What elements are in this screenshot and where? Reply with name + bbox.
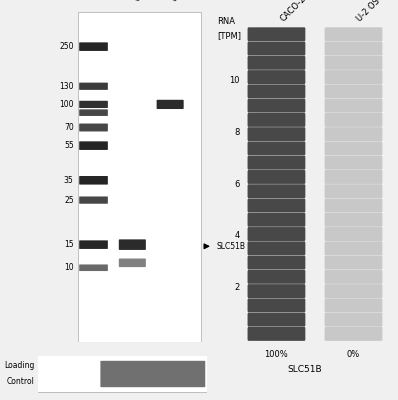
FancyBboxPatch shape: [79, 109, 108, 116]
Text: SLC51B: SLC51B: [217, 242, 246, 251]
FancyBboxPatch shape: [248, 156, 305, 170]
Text: [TPM]: [TPM]: [217, 31, 241, 40]
FancyBboxPatch shape: [79, 141, 108, 150]
FancyBboxPatch shape: [325, 313, 382, 326]
Text: RNA: RNA: [217, 17, 235, 26]
FancyBboxPatch shape: [248, 298, 305, 312]
FancyBboxPatch shape: [248, 270, 305, 284]
Text: Low: Low: [162, 358, 178, 368]
FancyBboxPatch shape: [79, 42, 108, 51]
FancyBboxPatch shape: [325, 127, 382, 141]
FancyBboxPatch shape: [79, 196, 108, 204]
Text: 0%: 0%: [347, 350, 360, 358]
FancyBboxPatch shape: [38, 356, 207, 392]
FancyBboxPatch shape: [325, 56, 382, 70]
Text: 35: 35: [64, 176, 74, 185]
FancyBboxPatch shape: [119, 258, 146, 267]
FancyBboxPatch shape: [325, 184, 382, 198]
FancyBboxPatch shape: [79, 264, 108, 271]
FancyBboxPatch shape: [325, 298, 382, 312]
FancyBboxPatch shape: [248, 256, 305, 270]
Text: U-2 OS: U-2 OS: [170, 0, 195, 4]
FancyBboxPatch shape: [248, 99, 305, 112]
Text: Loading: Loading: [4, 362, 34, 370]
FancyBboxPatch shape: [79, 176, 108, 184]
FancyBboxPatch shape: [325, 327, 382, 341]
FancyBboxPatch shape: [248, 42, 305, 56]
Text: 130: 130: [59, 82, 74, 91]
FancyBboxPatch shape: [325, 213, 382, 227]
FancyBboxPatch shape: [248, 184, 305, 198]
Text: High: High: [123, 358, 142, 368]
FancyBboxPatch shape: [79, 83, 108, 90]
Text: 70: 70: [64, 123, 74, 132]
FancyBboxPatch shape: [325, 198, 382, 212]
Text: 8: 8: [234, 128, 240, 137]
Text: CACO-2: CACO-2: [278, 0, 308, 24]
FancyBboxPatch shape: [248, 127, 305, 141]
Text: U-2 OS: U-2 OS: [355, 0, 382, 24]
FancyBboxPatch shape: [248, 170, 305, 184]
FancyBboxPatch shape: [248, 227, 305, 241]
FancyBboxPatch shape: [248, 198, 305, 212]
FancyBboxPatch shape: [325, 227, 382, 241]
FancyBboxPatch shape: [325, 84, 382, 98]
FancyBboxPatch shape: [325, 170, 382, 184]
FancyBboxPatch shape: [325, 270, 382, 284]
FancyBboxPatch shape: [248, 327, 305, 341]
FancyBboxPatch shape: [248, 70, 305, 84]
FancyBboxPatch shape: [78, 12, 201, 342]
FancyBboxPatch shape: [248, 241, 305, 255]
FancyBboxPatch shape: [325, 27, 382, 41]
Text: 2: 2: [234, 283, 240, 292]
FancyBboxPatch shape: [248, 213, 305, 227]
FancyBboxPatch shape: [248, 113, 305, 127]
FancyBboxPatch shape: [79, 101, 108, 108]
FancyBboxPatch shape: [325, 156, 382, 170]
FancyBboxPatch shape: [79, 240, 108, 249]
FancyBboxPatch shape: [325, 241, 382, 255]
FancyBboxPatch shape: [248, 27, 305, 41]
Text: 6: 6: [234, 180, 240, 188]
Text: 4: 4: [234, 231, 240, 240]
Text: SLC51B: SLC51B: [287, 365, 322, 374]
FancyBboxPatch shape: [248, 284, 305, 298]
FancyBboxPatch shape: [248, 142, 305, 155]
FancyBboxPatch shape: [325, 42, 382, 56]
Text: 25: 25: [64, 196, 74, 204]
FancyBboxPatch shape: [119, 239, 146, 250]
FancyBboxPatch shape: [248, 84, 305, 98]
Text: Control: Control: [6, 378, 34, 386]
FancyBboxPatch shape: [325, 113, 382, 127]
FancyBboxPatch shape: [100, 361, 205, 387]
FancyBboxPatch shape: [248, 313, 305, 326]
FancyBboxPatch shape: [79, 124, 108, 132]
Text: 10: 10: [229, 76, 240, 85]
Text: 10: 10: [64, 263, 74, 272]
Text: CACO-2: CACO-2: [132, 0, 159, 4]
FancyBboxPatch shape: [157, 100, 184, 109]
Text: 100: 100: [59, 100, 74, 109]
Text: 100%: 100%: [265, 350, 288, 358]
Text: 15: 15: [64, 240, 74, 249]
FancyBboxPatch shape: [325, 284, 382, 298]
FancyBboxPatch shape: [325, 70, 382, 84]
FancyBboxPatch shape: [325, 142, 382, 155]
FancyBboxPatch shape: [325, 256, 382, 270]
Text: 55: 55: [64, 141, 74, 150]
Text: 250: 250: [59, 42, 74, 51]
FancyBboxPatch shape: [325, 99, 382, 112]
FancyBboxPatch shape: [248, 56, 305, 70]
